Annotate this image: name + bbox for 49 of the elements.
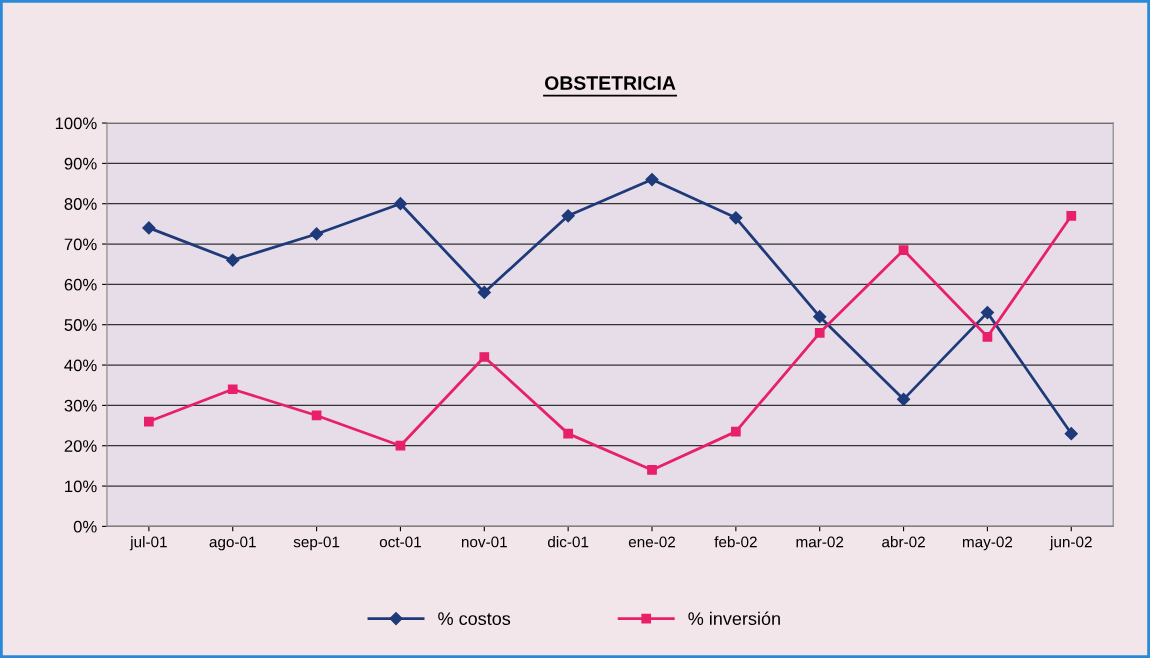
x-tick-label: sep-01 — [293, 536, 340, 551]
x-tick-label: jun-02 — [1049, 536, 1092, 551]
x-tick-label: dic-01 — [547, 536, 589, 548]
y-tick-label: 20% — [64, 440, 97, 452]
point — [647, 465, 657, 475]
x-tick-label: ene-02 — [628, 536, 676, 548]
point — [144, 416, 154, 427]
y-tick-label: 100% — [55, 117, 97, 130]
point — [393, 197, 408, 211]
point — [645, 172, 659, 187]
y-tick-label: 80% — [64, 198, 97, 210]
point — [898, 245, 909, 255]
chart-title: OBSTETRICIA — [544, 76, 676, 90]
point — [563, 428, 574, 439]
legend-label: % inversión — [688, 611, 780, 626]
y-tick-label: 50% — [64, 319, 97, 331]
x-tick-label: mar-02 — [796, 536, 844, 548]
y-tick-label: 10% — [65, 480, 97, 493]
x-tick-label: may-02 — [962, 536, 1013, 551]
x-tick-label: feb-02 — [714, 536, 757, 548]
point — [729, 211, 743, 225]
point — [227, 384, 238, 395]
y-tick-label: 0% — [73, 520, 97, 533]
legend-label: % costos — [438, 612, 511, 626]
point — [1064, 427, 1078, 441]
point — [1066, 210, 1077, 221]
point — [395, 440, 406, 451]
y-tick-label: 90% — [64, 157, 97, 170]
x-tick-label: abr-02 — [882, 536, 925, 548]
x-tick-label: ago-01 — [209, 536, 256, 551]
point — [561, 209, 575, 223]
y-tick-label: 70% — [64, 238, 97, 251]
point — [980, 306, 995, 320]
point — [896, 392, 911, 406]
point — [477, 285, 491, 300]
point — [142, 221, 156, 235]
point — [730, 426, 741, 437]
point — [814, 327, 825, 338]
point — [226, 253, 240, 267]
x-tick-label: nov-01 — [461, 536, 507, 548]
y-tick-label: 30% — [64, 399, 97, 412]
x-tick-label: oct-01 — [379, 536, 421, 548]
point — [982, 331, 993, 342]
y-tick-label: 60% — [64, 278, 97, 291]
point — [813, 310, 827, 324]
x-tick-label: jul-01 — [129, 536, 167, 551]
point — [479, 352, 490, 362]
y-tick-label: 40% — [64, 359, 97, 372]
point — [309, 227, 324, 241]
